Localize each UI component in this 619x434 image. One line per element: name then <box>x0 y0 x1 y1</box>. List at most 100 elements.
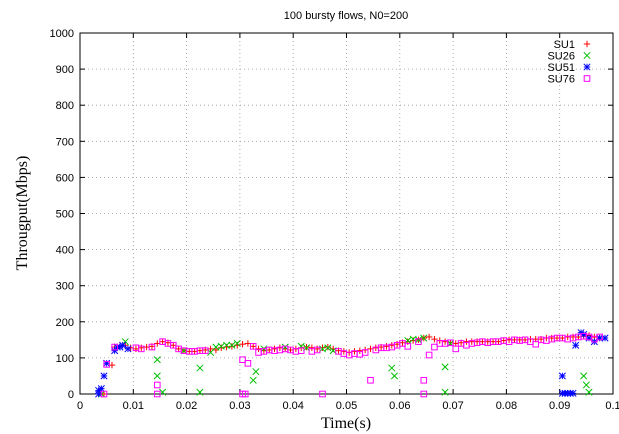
x-tick-label: 0.09 <box>549 400 570 412</box>
data-point-su26 <box>414 336 423 344</box>
data-point-su76 <box>297 347 305 354</box>
x-axis-title: Time(s) <box>321 415 371 432</box>
data-point-su76 <box>532 340 540 348</box>
data-point-su76 <box>137 345 145 353</box>
legend-marker-su1 <box>583 40 591 48</box>
y-tick-label: 800 <box>56 100 74 112</box>
chart-title: 100 bursty flows, N0=200 <box>284 10 408 22</box>
data-point-su26 <box>388 364 396 372</box>
x-tick-label: 0.01 <box>123 400 144 412</box>
data-point-su76 <box>111 343 118 351</box>
y-tick-labels: 0 100 200 300 400 500 600 700 800 900 1000 <box>50 28 74 401</box>
series-su76 <box>100 332 603 398</box>
x-tick-labels: 0 0.01 0.02 0.03 0.04 0.05 0.06 0.07 0.08 0.09 0.1 <box>77 400 619 412</box>
legend-marker-su76 <box>583 75 591 82</box>
x-tick-label: 0.1 <box>605 400 619 412</box>
y-tick-label: 200 <box>56 317 74 329</box>
data-point-su26 <box>196 364 204 372</box>
data-point-su76 <box>420 376 428 384</box>
x-tick-label: 0.08 <box>496 400 517 412</box>
data-point-su26 <box>121 338 129 346</box>
data-point-su26 <box>390 372 399 380</box>
data-point-su1 <box>303 343 310 351</box>
data-point-su26 <box>324 344 332 352</box>
grid <box>80 33 613 394</box>
data-point-su51 <box>103 359 111 367</box>
data-point-su76 <box>153 381 161 389</box>
data-point-su76 <box>452 345 460 353</box>
data-point-su26 <box>252 368 260 376</box>
data-point-su26 <box>441 363 449 371</box>
data-point-su51 <box>100 372 108 380</box>
y-tick-label: 100 <box>56 353 74 365</box>
data-point-su1 <box>250 343 257 350</box>
data-point-su26 <box>228 341 236 349</box>
x-tick-label: 0.05 <box>336 400 357 412</box>
y-tick-label: 0 <box>68 389 74 401</box>
legend-label-su1: SU1 <box>554 39 575 51</box>
data-point-su76 <box>420 390 428 398</box>
y-tick-label: 600 <box>56 172 74 184</box>
data-point-su51 <box>111 347 119 355</box>
data-point-su51 <box>119 341 127 349</box>
data-point-su51 <box>124 345 132 353</box>
y-tick-label: 900 <box>56 64 74 76</box>
data-point-su76 <box>201 347 209 354</box>
data-point-su76 <box>244 360 252 367</box>
y-tick-label: 700 <box>56 136 74 148</box>
data-point-su76 <box>103 361 110 368</box>
data-point-su26 <box>217 342 225 350</box>
data-point-su76 <box>249 343 257 350</box>
data-point-su26 <box>441 388 449 396</box>
y-tick-label: 500 <box>56 209 74 221</box>
x-tick-label: 0 <box>77 400 83 412</box>
x-tick-label: 0.07 <box>442 400 463 412</box>
x-tick-label: 0.06 <box>389 400 410 412</box>
data-point-su76 <box>425 351 433 359</box>
data-point-su1 <box>324 343 332 351</box>
data-point-su76 <box>404 343 412 350</box>
data-point-su26 <box>582 381 590 389</box>
series-su26 <box>97 334 593 398</box>
data-point-su26 <box>580 372 588 380</box>
data-point-su51 <box>558 372 566 380</box>
data-point-su76 <box>596 333 603 341</box>
x-tick-label: 0.03 <box>229 400 250 412</box>
data-point-su76 <box>313 346 321 354</box>
legend-marker-su26 <box>583 51 591 60</box>
legend-label-su51: SU51 <box>547 62 575 74</box>
y-axis-title: Througput(Mbps) <box>14 156 31 271</box>
data-point-su76 <box>431 343 438 351</box>
data-point-su1 <box>431 335 438 343</box>
data-point-su26 <box>585 388 593 396</box>
data-point-su26 <box>153 372 161 380</box>
data-point-su26 <box>223 341 231 349</box>
data-point-su1 <box>425 333 433 341</box>
data-point-su76 <box>153 390 161 398</box>
data-point-su76 <box>319 390 326 398</box>
data-point-su76 <box>361 349 369 356</box>
data-point-su26 <box>249 376 257 384</box>
y-tick-label: 300 <box>56 281 74 293</box>
data-point-su76 <box>148 343 156 351</box>
data-point-su26 <box>196 388 204 396</box>
y-tick-label: 1000 <box>50 28 74 40</box>
data-point-su26 <box>153 356 161 364</box>
y-tick-label: 400 <box>56 245 74 257</box>
x-tick-label: 0.04 <box>282 400 303 412</box>
data-point-su76 <box>367 376 374 384</box>
data-points <box>95 329 609 398</box>
data-point-su26 <box>233 339 241 348</box>
legend-marker-su51 <box>583 63 591 71</box>
data-point-su76 <box>100 390 108 398</box>
x-tick-label: 0.02 <box>176 400 197 412</box>
data-point-su76 <box>241 390 249 398</box>
data-point-su76 <box>239 356 246 364</box>
data-point-su76 <box>415 338 422 345</box>
legend-label-su26: SU26 <box>547 51 575 63</box>
data-point-su51 <box>569 389 577 397</box>
data-point-su1 <box>239 340 246 348</box>
data-point-su76 <box>447 339 454 347</box>
